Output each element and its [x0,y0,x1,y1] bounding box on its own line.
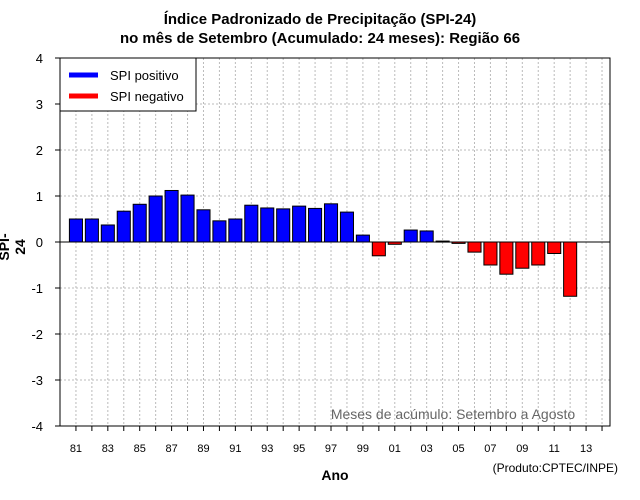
x-tick-label: 85 [134,443,146,455]
y-tick-label: 1 [36,189,43,204]
y-tick-label: 4 [36,51,43,66]
x-tick-label: 03 [421,443,433,455]
bar-1992 [244,204,259,243]
x-tick-label: 91 [229,443,241,455]
y-tick-label: -4 [31,419,43,434]
bar-2011 [547,241,562,254]
y-tick-label: 3 [36,97,43,112]
bar-1994 [276,208,291,243]
bar-1986 [148,195,163,243]
bar-2008 [499,241,514,275]
chart-subtitle: no mês de Setembro (Acumulado: 24 meses)… [119,30,521,47]
chart-title: Índice Padronizado de Precipitação (SPI-… [163,11,477,28]
y-tick-label: -1 [31,281,43,296]
x-tick-label: 13 [580,443,592,455]
bar-2006 [467,241,482,253]
bar-2007 [483,241,498,266]
bar-1997 [323,203,339,243]
bar-1998 [339,211,354,243]
legend-label: SPI positivo [110,68,179,83]
bar-1984 [116,210,131,243]
bar-1983 [100,224,115,243]
bar-1987 [164,189,179,243]
x-tick-label: 99 [357,443,369,455]
bar-1989 [196,209,211,243]
y-tick-label: 0 [36,235,43,250]
x-tick-label: 01 [389,443,401,455]
x-tick-label: 81 [70,443,82,455]
bar-2010 [531,241,546,266]
x-tick-label: 05 [452,443,464,455]
legend-box [59,57,197,112]
bar-1996 [308,207,323,243]
x-tick-label: 95 [293,443,305,455]
x-tick-label: 93 [261,443,273,455]
product-credit: (Produto:CPTEC/INPE) [492,461,618,475]
bar-1999 [355,234,370,243]
bar-2012 [563,241,578,297]
bar-1985 [132,203,147,243]
bar-2003 [419,230,434,243]
bar-1981 [68,218,83,243]
accumulation-note: Meses de acúmulo: Setembro a Agosto [331,406,576,422]
bar-1988 [180,194,195,243]
bar-1993 [260,207,275,243]
bar-1990 [212,220,227,243]
bar-2009 [515,241,530,269]
x-axis-label: Ano [321,467,349,483]
bar-1991 [228,218,243,243]
x-tick-label: 97 [325,443,337,455]
bar-1995 [292,205,307,243]
x-tick-label: 89 [197,443,209,455]
x-tick-label: 83 [102,443,114,455]
y-tick-label: -3 [31,373,43,388]
bar-1982 [84,218,99,243]
x-tick-label: 07 [484,443,496,455]
bar-2000 [371,241,386,257]
x-tick-label: 87 [165,443,177,455]
legend-label: SPI negativo [110,89,184,104]
y-tick-label: -2 [31,327,43,342]
y-tick-label: 2 [36,143,43,158]
x-tick-label: 11 [548,443,559,455]
bar-2002 [403,229,418,243]
x-tick-label: 09 [516,443,528,455]
